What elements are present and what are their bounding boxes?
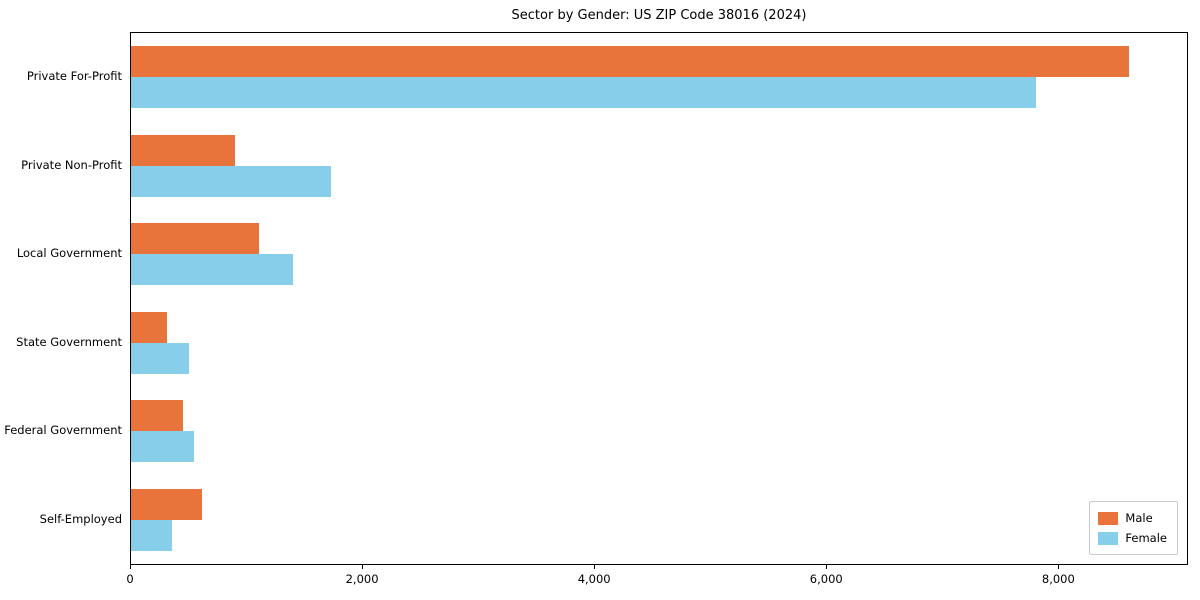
y-label-private-for-profit: Private For-Profit — [26, 69, 122, 84]
bar-male-private-for-profit — [131, 46, 1129, 78]
bar-female-state-government — [131, 342, 190, 374]
x-tick-label-6000: 6,000 — [809, 572, 843, 586]
y-label-local-government: Local Government — [16, 246, 122, 261]
bar-female-federal-government — [131, 431, 194, 463]
bar-male-private-non-profit — [131, 134, 236, 166]
y-label-private-non-profit: Private Non-Profit — [21, 157, 122, 172]
bar-female-self-employed — [131, 519, 172, 551]
x-tick-label-2000: 2,000 — [345, 572, 379, 586]
x-tick-label-8000: 8,000 — [1041, 572, 1075, 586]
legend-entry-female: Female — [1098, 528, 1167, 548]
x-tick-mark-4000 — [594, 564, 596, 569]
bar-male-local-government — [131, 223, 259, 255]
x-tick-mark-8000 — [1058, 564, 1060, 569]
plot-area: Male Female — [130, 32, 1188, 565]
x-tick-label-4000: 4,000 — [577, 572, 611, 586]
legend-swatch-female — [1098, 531, 1119, 545]
legend-label-male: Male — [1125, 511, 1153, 525]
y-label-state-government: State Government — [16, 334, 122, 349]
bar-female-private-non-profit — [131, 165, 331, 197]
legend-label-female: Female — [1125, 531, 1167, 545]
x-tick-mark-2000 — [362, 564, 364, 569]
legend-entry-male: Male — [1098, 508, 1167, 528]
chart-title: Sector by Gender: US ZIP Code 38016 (202… — [511, 8, 807, 23]
bar-female-local-government — [131, 254, 294, 286]
bar-male-federal-government — [131, 400, 184, 432]
legend-swatch-male — [1098, 511, 1119, 525]
bar-male-self-employed — [131, 488, 202, 520]
x-tick-label-0: 0 — [126, 572, 134, 586]
x-tick-mark-6000 — [826, 564, 828, 569]
bar-male-state-government — [131, 311, 167, 343]
bar-female-private-for-profit — [131, 77, 1037, 109]
y-label-self-employed: Self-Employed — [39, 511, 122, 526]
y-label-federal-government: Federal Government — [4, 423, 122, 438]
x-tick-mark-0 — [130, 564, 131, 569]
legend: Male Female — [1089, 501, 1178, 555]
